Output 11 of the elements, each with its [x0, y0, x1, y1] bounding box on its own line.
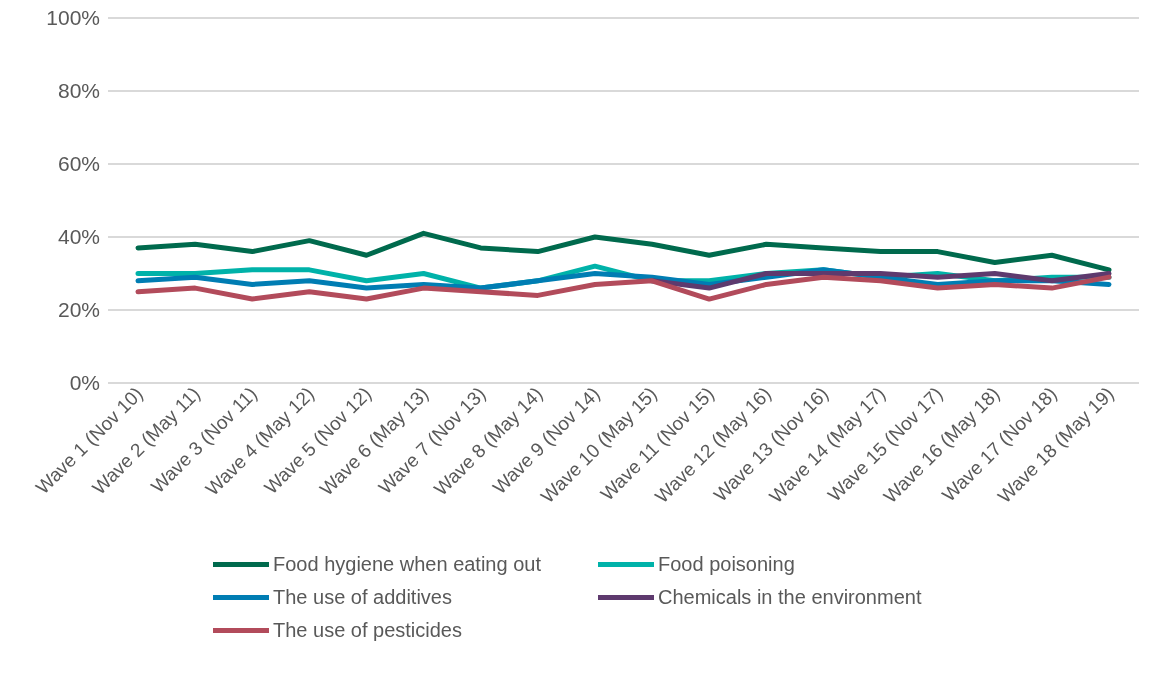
y-tick-label: 60% — [57, 152, 100, 176]
y-tick-label: 20% — [57, 298, 100, 322]
legend-label: The use of pesticides — [273, 619, 462, 642]
y-tick-label: 0% — [69, 371, 100, 395]
y-tick-label: 80% — [57, 79, 100, 103]
legend-label: Food poisoning — [658, 553, 795, 576]
legend-label: The use of additives — [273, 586, 452, 609]
y-tick-label: 40% — [57, 225, 100, 249]
legend-label: Chemicals in the environment — [658, 586, 922, 609]
legend-label: Food hygiene when eating out — [273, 553, 541, 576]
y-tick-label: 100% — [46, 6, 100, 30]
